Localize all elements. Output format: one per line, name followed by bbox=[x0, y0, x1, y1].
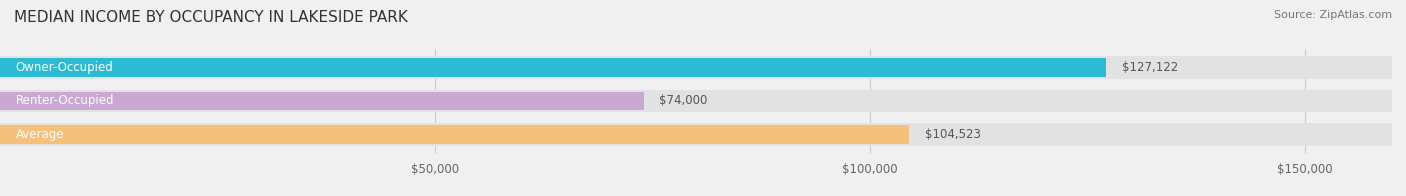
Bar bbox=[0, 56, 1392, 79]
Bar bbox=[0, 123, 1392, 146]
Text: Average: Average bbox=[15, 128, 65, 141]
Text: Owner-Occupied: Owner-Occupied bbox=[15, 61, 114, 74]
Text: Renter-Occupied: Renter-Occupied bbox=[15, 94, 114, 107]
Text: MEDIAN INCOME BY OCCUPANCY IN LAKESIDE PARK: MEDIAN INCOME BY OCCUPANCY IN LAKESIDE P… bbox=[14, 10, 408, 25]
Bar bbox=[0, 58, 1107, 77]
Text: Source: ZipAtlas.com: Source: ZipAtlas.com bbox=[1274, 10, 1392, 20]
Text: $127,122: $127,122 bbox=[1122, 61, 1178, 74]
Bar bbox=[0, 125, 910, 144]
Text: $104,523: $104,523 bbox=[925, 128, 981, 141]
Bar bbox=[0, 92, 644, 110]
Bar bbox=[0, 90, 1392, 112]
Text: $74,000: $74,000 bbox=[659, 94, 707, 107]
